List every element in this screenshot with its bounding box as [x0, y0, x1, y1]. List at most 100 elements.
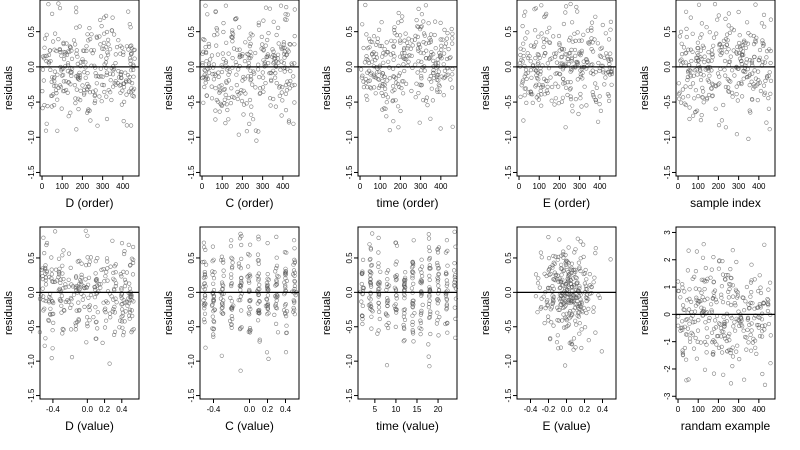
data-point [581, 271, 586, 277]
data-point [709, 330, 715, 335]
data-point [41, 78, 46, 83]
data-point [549, 98, 554, 103]
data-point [285, 79, 290, 84]
x-axis-title: randam example [681, 419, 771, 433]
data-point [382, 46, 387, 52]
data-point [413, 95, 418, 100]
data-point [405, 40, 410, 45]
data-point [201, 240, 206, 245]
data-point [739, 61, 744, 67]
data-point [564, 318, 569, 323]
y-tick-label: 0.5 [504, 26, 513, 38]
data-point [694, 55, 699, 61]
data-point [763, 78, 768, 83]
data-point [60, 271, 65, 276]
data-point [285, 47, 290, 52]
data-point [597, 53, 603, 58]
data-point [364, 54, 369, 59]
data-point [128, 68, 134, 73]
data-point [406, 44, 411, 49]
x-tick-label: 20 [434, 405, 443, 414]
data-point [63, 50, 68, 55]
data-point [452, 229, 457, 234]
data-point [229, 314, 234, 319]
data-point [759, 317, 765, 322]
data-point [421, 19, 426, 24]
data-point [224, 40, 229, 45]
data-point [122, 277, 128, 283]
data-point [683, 84, 688, 89]
data-point [703, 265, 708, 271]
data-point [94, 81, 99, 86]
data-point [111, 297, 116, 302]
data-point [680, 348, 685, 353]
y-tick-label: 3 [663, 230, 672, 235]
data-point [256, 258, 261, 263]
data-point [248, 74, 253, 79]
data-point [92, 98, 98, 103]
data-point [48, 306, 53, 311]
data-point [568, 86, 573, 91]
data-point [604, 71, 609, 76]
data-point [68, 110, 73, 115]
data-point [536, 77, 541, 82]
data-point [548, 75, 553, 80]
data-point [441, 93, 446, 98]
data-point [276, 52, 281, 57]
data-point [284, 88, 290, 93]
data-point [394, 296, 399, 301]
data-point [719, 344, 724, 350]
data-point [266, 311, 271, 316]
data-point [362, 60, 368, 65]
data-point [523, 86, 528, 91]
data-point [379, 43, 384, 49]
data-point [601, 70, 606, 75]
data-point [82, 48, 87, 53]
data-point [116, 75, 122, 80]
data-point [753, 345, 758, 350]
data-point [569, 339, 574, 345]
data-point [234, 72, 239, 77]
data-point [421, 39, 426, 45]
data-point [427, 364, 432, 369]
data-point [200, 51, 205, 56]
data-point [392, 25, 397, 30]
data-point [73, 5, 79, 10]
data-point [241, 102, 247, 107]
data-point [533, 84, 538, 89]
data-point [545, 84, 550, 89]
data-point [427, 248, 432, 254]
data-point [722, 324, 727, 329]
data-point [113, 52, 118, 57]
data-point [114, 300, 119, 305]
data-point [758, 290, 764, 296]
data-point [112, 81, 117, 86]
data-point [435, 301, 440, 306]
data-point [438, 126, 443, 131]
data-point [267, 6, 273, 11]
data-point [744, 335, 749, 340]
data-point [202, 37, 207, 43]
data-point [579, 308, 585, 314]
data-point [724, 42, 729, 47]
data-point [724, 338, 729, 344]
data-point [263, 80, 268, 86]
data-point [542, 271, 547, 276]
data-point [432, 32, 437, 38]
data-point [730, 364, 735, 369]
data-point [402, 338, 407, 343]
x-tick-label: 100 [692, 405, 706, 414]
data-point [80, 83, 85, 88]
data-point [376, 300, 381, 305]
data-point [105, 300, 110, 305]
data-point [676, 288, 682, 294]
data-point [78, 88, 83, 93]
data-point [56, 275, 61, 280]
y-axis-title: residuals [3, 65, 15, 110]
data-point [722, 320, 727, 325]
data-point [233, 60, 238, 65]
y-tick-label: 0.0 [663, 61, 672, 73]
data-point [684, 26, 689, 32]
data-point [726, 289, 731, 295]
data-point [452, 278, 458, 283]
